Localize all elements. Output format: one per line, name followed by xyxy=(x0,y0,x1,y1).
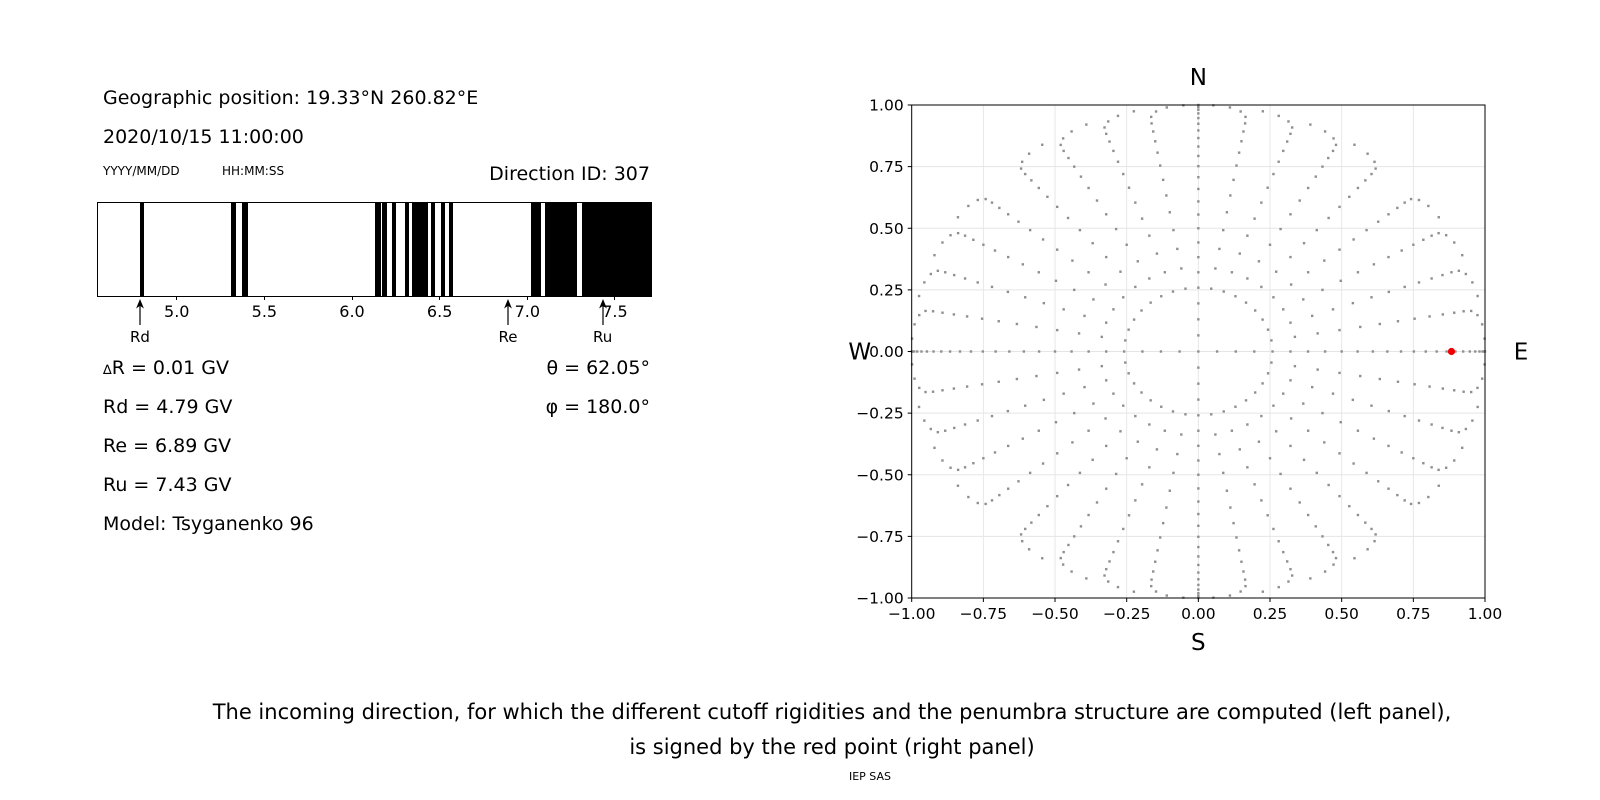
x-tick xyxy=(176,296,178,300)
y-tick-label: 0.50 xyxy=(869,220,904,238)
x-tick xyxy=(439,296,441,300)
x-tick-label: 7.5 xyxy=(602,302,628,321)
y-tick-label: −1.00 xyxy=(856,590,904,608)
penumbra-axis: 5.0 5.5 6.0 6.5 7.0 7.5 Rd Re Ru xyxy=(97,296,650,406)
up-arrow-icon xyxy=(136,299,144,325)
x-tick-label: −0.25 xyxy=(1103,605,1151,623)
y-tick-label: 1.00 xyxy=(869,97,904,115)
x-tick-label: 1.00 xyxy=(1468,605,1503,623)
x-tick xyxy=(526,296,528,300)
x-tick-label: 6.5 xyxy=(426,302,453,321)
rd-value: Rd = 4.79 GV xyxy=(103,396,233,418)
credit-label: IEP SAS xyxy=(848,770,892,783)
rigidity-marker-label: Rd xyxy=(129,328,150,346)
rigidity-marker-re: Re xyxy=(488,299,528,346)
x-tick-label: −0.75 xyxy=(960,605,1008,623)
y-tick-label: −0.50 xyxy=(856,466,904,484)
direction-id-label: Direction ID: 307 xyxy=(489,163,650,185)
up-arrow-icon xyxy=(504,299,512,325)
forbidden-band xyxy=(581,203,651,296)
delta-symbol: ∆ xyxy=(103,363,112,378)
x-tick xyxy=(614,296,616,300)
delta-r-value: ∆R = 0.01 GV xyxy=(103,357,229,380)
delta-r-text: R = 0.01 GV xyxy=(111,357,229,379)
x-tick-label: 0.50 xyxy=(1324,605,1359,623)
y-tick-label: −0.75 xyxy=(856,528,904,546)
rigidity-marker-label: Ru xyxy=(593,328,613,346)
date-format-label: YYYY/MM/DD xyxy=(103,164,180,178)
forbidden-band xyxy=(375,203,381,296)
forbidden-band xyxy=(391,203,397,296)
y-tick-label: 0.25 xyxy=(869,281,904,299)
forbidden-band xyxy=(242,203,248,296)
forbidden-band xyxy=(411,203,428,296)
time-format-label: HH:MM:SS xyxy=(222,164,285,178)
compass-label-north: N xyxy=(1190,65,1207,91)
datetime-text: 2020/10/15 11:00:00 xyxy=(103,126,304,148)
rigidity-marker-ru: Ru xyxy=(583,299,623,346)
compass-label-east: E xyxy=(1514,340,1529,366)
x-tick-label: 0.00 xyxy=(1181,605,1216,623)
x-tick-label: 5.5 xyxy=(251,302,278,321)
model-label: Model: Tsyganenko 96 xyxy=(103,513,314,535)
x-tick-label: −1.00 xyxy=(888,605,936,623)
x-tick-label: 0.75 xyxy=(1396,605,1431,623)
phi-value: φ = 180.0° xyxy=(545,396,650,418)
rigidity-marker-rd: Rd xyxy=(120,299,160,346)
forbidden-band xyxy=(430,203,436,296)
up-arrow-icon xyxy=(598,299,607,325)
forbidden-band xyxy=(231,203,236,296)
geo-position-text: Geographic position: 19.33°N 260.82°E xyxy=(103,87,479,109)
red-point xyxy=(1447,347,1456,356)
forbidden-band xyxy=(449,203,454,296)
y-tick-label: 0.75 xyxy=(869,158,904,176)
x-tick-label: 0.25 xyxy=(1253,605,1288,623)
re-value: Re = 6.89 GV xyxy=(103,435,232,457)
theta-value: θ = 62.05° xyxy=(546,357,650,379)
x-tick-label: 6.0 xyxy=(339,302,365,321)
forbidden-band xyxy=(545,203,578,296)
y-tick-label: −0.25 xyxy=(856,405,904,423)
x-tick-label: −0.50 xyxy=(1031,605,1079,623)
caption-line-1: The incoming direction, for which the di… xyxy=(212,700,1452,724)
x-tick xyxy=(263,296,265,300)
penumbra-plot xyxy=(97,202,652,297)
y-tick-label: 0.00 xyxy=(869,343,904,361)
compass-label-south: S xyxy=(1191,630,1206,655)
compass-label-west: W xyxy=(848,340,871,366)
direction-dots xyxy=(910,103,1487,600)
forbidden-band xyxy=(382,203,387,296)
penumbra-bands xyxy=(98,203,651,296)
x-tick xyxy=(351,296,353,300)
direction-plot: −1.00−1.00 −0.75 −0.75 −0.50 −0.50 −0.25 −0.25… xyxy=(848,65,1529,655)
forbidden-band xyxy=(440,203,446,296)
forbidden-band xyxy=(531,203,542,296)
caption-line-2: is signed by the red point (right panel) xyxy=(629,735,1035,759)
ru-value: Ru = 7.43 GV xyxy=(103,474,232,496)
x-tick-label: 7.0 xyxy=(514,302,541,321)
forbidden-band xyxy=(140,203,144,296)
x-tick-label: 5.0 xyxy=(164,302,190,321)
rigidity-marker-label: Re xyxy=(498,328,518,346)
forbidden-band xyxy=(404,203,410,296)
